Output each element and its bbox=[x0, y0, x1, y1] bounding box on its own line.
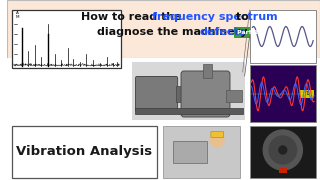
FancyBboxPatch shape bbox=[181, 71, 230, 117]
Circle shape bbox=[210, 133, 224, 147]
FancyBboxPatch shape bbox=[136, 76, 178, 111]
Bar bbox=[132, 62, 245, 120]
Circle shape bbox=[279, 146, 287, 154]
Circle shape bbox=[269, 136, 297, 164]
Bar bbox=[12, 126, 156, 178]
Bar bbox=[7, 58, 320, 180]
Bar bbox=[300, 89, 314, 98]
Text: to: to bbox=[232, 12, 249, 22]
Bar bbox=[12, 10, 121, 68]
FancyBboxPatch shape bbox=[211, 132, 224, 138]
Bar bbox=[250, 10, 316, 63]
Text: defects: defects bbox=[199, 27, 245, 37]
Text: Part 1: Part 1 bbox=[237, 30, 259, 35]
Text: frequency spectrum: frequency spectrum bbox=[152, 12, 278, 22]
Text: A: A bbox=[16, 11, 19, 15]
Circle shape bbox=[263, 130, 302, 170]
Text: M: M bbox=[16, 15, 19, 19]
Bar bbox=[234, 27, 261, 38]
Text: diagnose the machinery: diagnose the machinery bbox=[97, 27, 251, 37]
Bar bbox=[164, 126, 240, 178]
Bar bbox=[203, 64, 212, 78]
Bar bbox=[250, 126, 316, 178]
Bar bbox=[226, 90, 242, 102]
Text: Vibration Analysis: Vibration Analysis bbox=[16, 145, 152, 159]
Bar bbox=[135, 108, 243, 114]
Bar bbox=[176, 86, 184, 102]
Bar bbox=[173, 141, 207, 163]
Bar bbox=[7, 0, 320, 58]
Bar bbox=[279, 168, 287, 173]
Text: How to read the: How to read the bbox=[81, 12, 186, 22]
Bar bbox=[250, 65, 316, 122]
Text: 1: 1 bbox=[306, 91, 309, 96]
